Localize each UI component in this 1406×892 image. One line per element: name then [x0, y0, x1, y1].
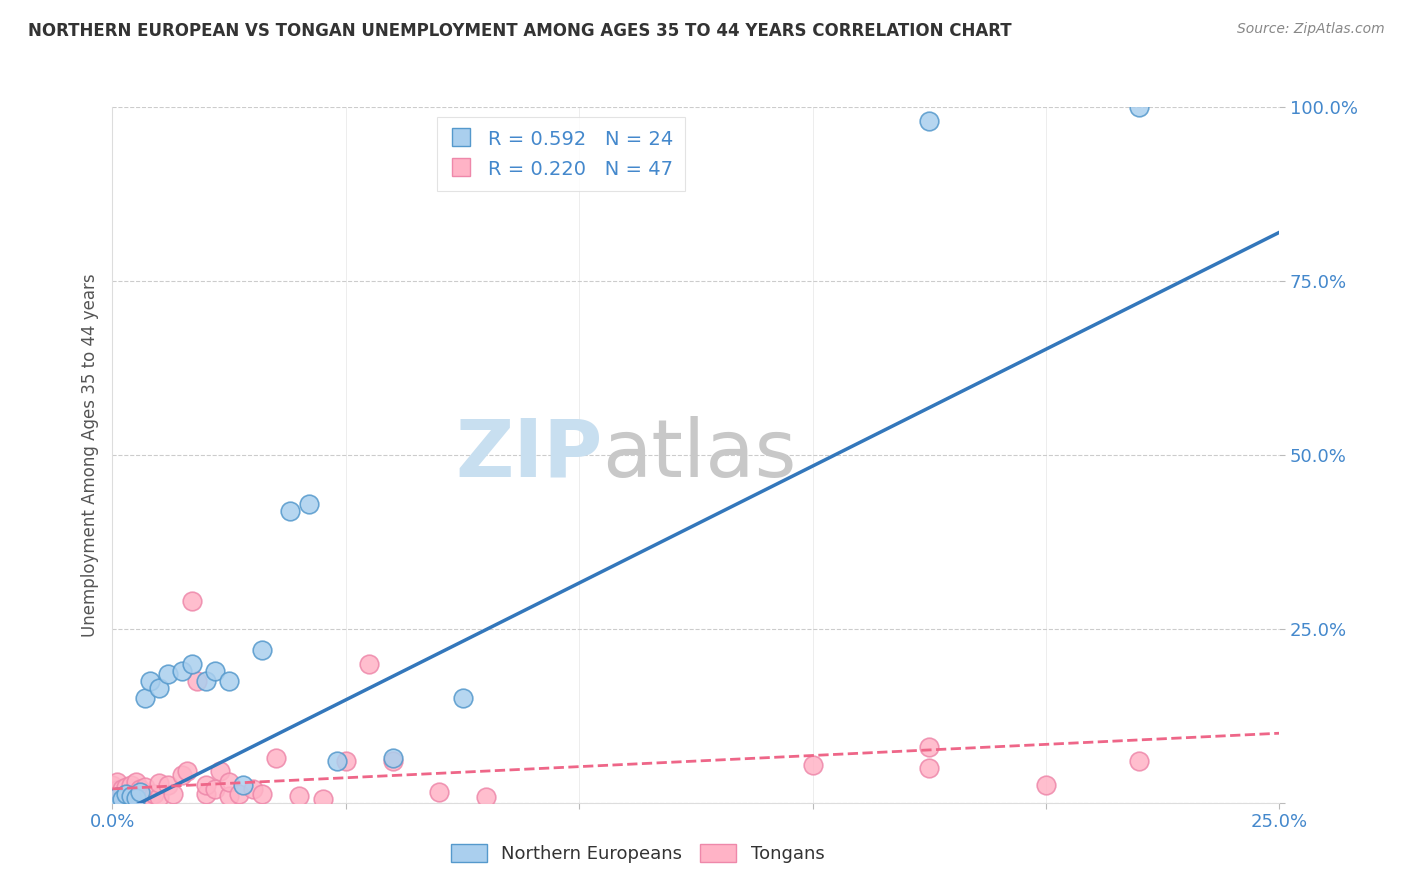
Point [1035, 778, 1057, 792]
Legend: Northern Europeans, Tongans: Northern Europeans, Tongans [443, 837, 832, 871]
Point [451, 691, 474, 706]
Point [111, 781, 134, 796]
Point [101, 778, 124, 792]
Point [204, 664, 226, 678]
Point [172, 768, 194, 782]
Point [172, 664, 194, 678]
Point [250, 642, 273, 657]
Point [264, 750, 287, 764]
Point [218, 789, 240, 803]
Point [143, 788, 166, 802]
Point [176, 764, 198, 779]
Point [115, 780, 138, 795]
Point [204, 781, 226, 796]
Point [162, 788, 184, 802]
Point [111, 789, 134, 803]
Point [120, 789, 142, 803]
Point [218, 775, 240, 789]
Point [297, 497, 319, 511]
Point [208, 764, 231, 779]
Text: ZIP: ZIP [456, 416, 603, 494]
Text: NORTHERN EUROPEAN VS TONGAN UNEMPLOYMENT AMONG AGES 35 TO 44 YEARS CORRELATION C: NORTHERN EUROPEAN VS TONGAN UNEMPLOYMENT… [28, 22, 1012, 40]
Point [180, 594, 202, 608]
Point [918, 114, 941, 128]
Point [148, 790, 170, 805]
Point [1128, 754, 1150, 768]
Point [194, 778, 217, 792]
Text: atlas: atlas [603, 416, 797, 494]
Point [288, 789, 311, 803]
Point [105, 790, 128, 805]
Point [194, 674, 217, 689]
Point [228, 788, 250, 802]
Point [918, 761, 941, 775]
Point [139, 674, 162, 689]
Point [148, 681, 170, 695]
Point [157, 778, 180, 792]
Text: Source: ZipAtlas.com: Source: ZipAtlas.com [1237, 22, 1385, 37]
Point [120, 789, 142, 803]
Point [120, 778, 142, 792]
Point [129, 788, 152, 802]
Point [105, 783, 128, 797]
Point [115, 788, 138, 802]
Point [180, 657, 202, 671]
Point [125, 790, 148, 805]
Point [335, 754, 357, 768]
Point [278, 503, 301, 517]
Point [918, 740, 941, 755]
Point [325, 754, 347, 768]
Y-axis label: Unemployment Among Ages 35 to 44 years: Unemployment Among Ages 35 to 44 years [80, 273, 98, 637]
Point [157, 667, 180, 681]
Point [232, 778, 254, 792]
Point [134, 792, 156, 806]
Point [381, 754, 404, 768]
Point [1128, 100, 1150, 114]
Point [475, 790, 498, 805]
Point [801, 757, 824, 772]
Point [129, 781, 152, 796]
Point [129, 785, 152, 799]
Point [111, 792, 134, 806]
Point [105, 775, 128, 789]
Point [381, 750, 404, 764]
Point [427, 785, 450, 799]
Point [148, 776, 170, 790]
Point [359, 657, 381, 671]
Point [125, 775, 148, 789]
Point [218, 674, 240, 689]
Point [139, 789, 162, 803]
Point [115, 792, 138, 806]
Point [134, 691, 156, 706]
Point [242, 781, 264, 796]
Point [311, 792, 333, 806]
Point [250, 788, 273, 802]
Point [125, 791, 148, 805]
Point [134, 780, 156, 795]
Point [194, 788, 217, 802]
Point [186, 674, 208, 689]
